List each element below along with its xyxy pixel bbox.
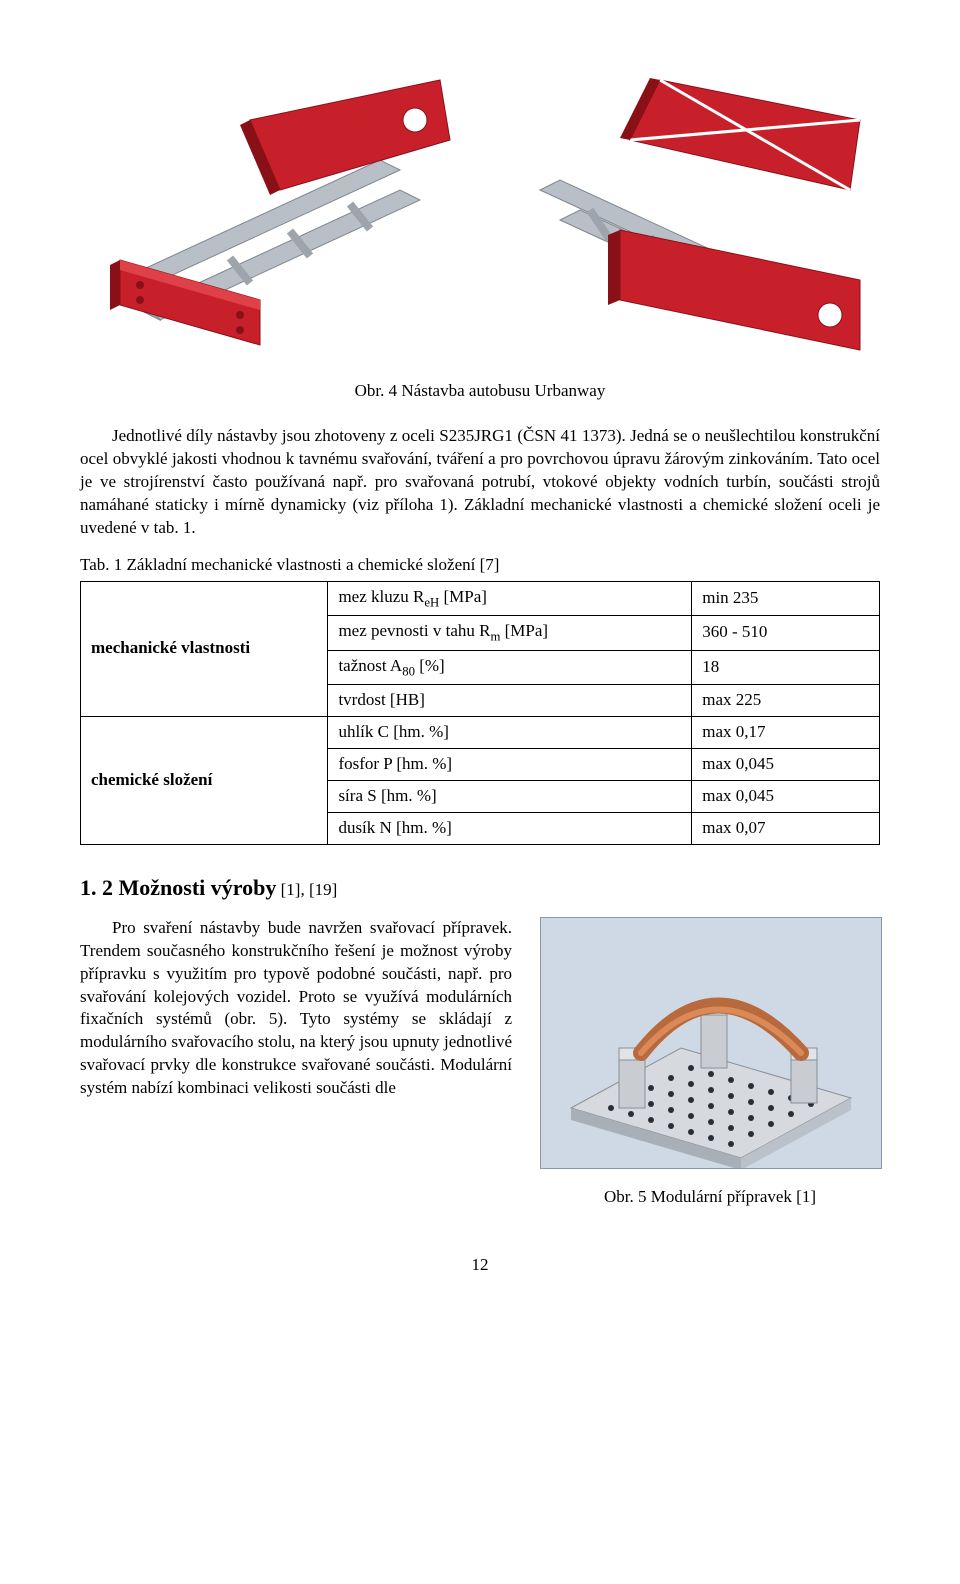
page-number: 12 xyxy=(80,1254,880,1277)
figure5-image xyxy=(540,917,882,1169)
table-cell-val: max 0,07 xyxy=(692,813,880,845)
two-column-region: Pro svaření nástavby bude navržen svařov… xyxy=(80,917,880,1209)
table-group-mech: mechanické vlastnosti xyxy=(81,581,328,717)
section-heading-refs: [1], [19] xyxy=(276,880,337,899)
figure4-caption: Obr. 4 Nástavba autobusu Urbanway xyxy=(355,381,606,400)
cad-figure-left xyxy=(80,60,460,360)
table-cell-val: 18 xyxy=(692,650,880,685)
table-cell-val: 360 - 510 xyxy=(692,616,880,651)
table-cell-val: max 0,045 xyxy=(692,749,880,781)
section-heading: 1. 2 Možnosti výroby [1], [19] xyxy=(80,873,880,903)
table-cell-attr: síra S [hm. %] xyxy=(328,781,692,813)
table-cell-attr: tažnost A80 [%] xyxy=(328,650,692,685)
figure5-caption: Obr. 5 Modulární přípravek [1] xyxy=(540,1186,880,1209)
table-row: mechanické vlastnosti mez kluzu ReH [MPa… xyxy=(81,581,880,616)
table-cell-attr: tvrdost [HB] xyxy=(328,685,692,717)
table-cell-val: min 235 xyxy=(692,581,880,616)
table-cell-attr: fosfor P [hm. %] xyxy=(328,749,692,781)
table-cell-val: max 0,045 xyxy=(692,781,880,813)
table-row: chemické složení uhlík C [hm. %] max 0,1… xyxy=(81,717,880,749)
figure4-caption-row: Obr. 4 Nástavba autobusu Urbanway xyxy=(80,380,880,403)
table-cell-attr: dusík N [hm. %] xyxy=(328,813,692,845)
table-cell-val: max 0,17 xyxy=(692,717,880,749)
paragraph-2: Pro svaření nástavby bude navržen svařov… xyxy=(80,917,512,1101)
paragraph-1: Jednotlivé díly nástavby jsou zhotoveny … xyxy=(80,425,880,540)
table1: mechanické vlastnosti mez kluzu ReH [MPa… xyxy=(80,581,880,845)
table-cell-val: max 225 xyxy=(692,685,880,717)
figure-row xyxy=(80,60,880,360)
cad-figure-right xyxy=(500,60,880,360)
column-left: Pro svaření nástavby bude navržen svařov… xyxy=(80,917,512,1115)
table1-title: Tab. 1 Základní mechanické vlastnosti a … xyxy=(80,554,880,577)
table-cell-attr: mez pevnosti v tahu Rm [MPa] xyxy=(328,616,692,651)
column-right: Obr. 5 Modulární přípravek [1] xyxy=(540,917,880,1209)
table-cell-attr: uhlík C [hm. %] xyxy=(328,717,692,749)
table-cell-attr: mez kluzu ReH [MPa] xyxy=(328,581,692,616)
table-group-chem: chemické složení xyxy=(81,717,328,845)
section-heading-text: 1. 2 Možnosti výroby xyxy=(80,875,276,900)
